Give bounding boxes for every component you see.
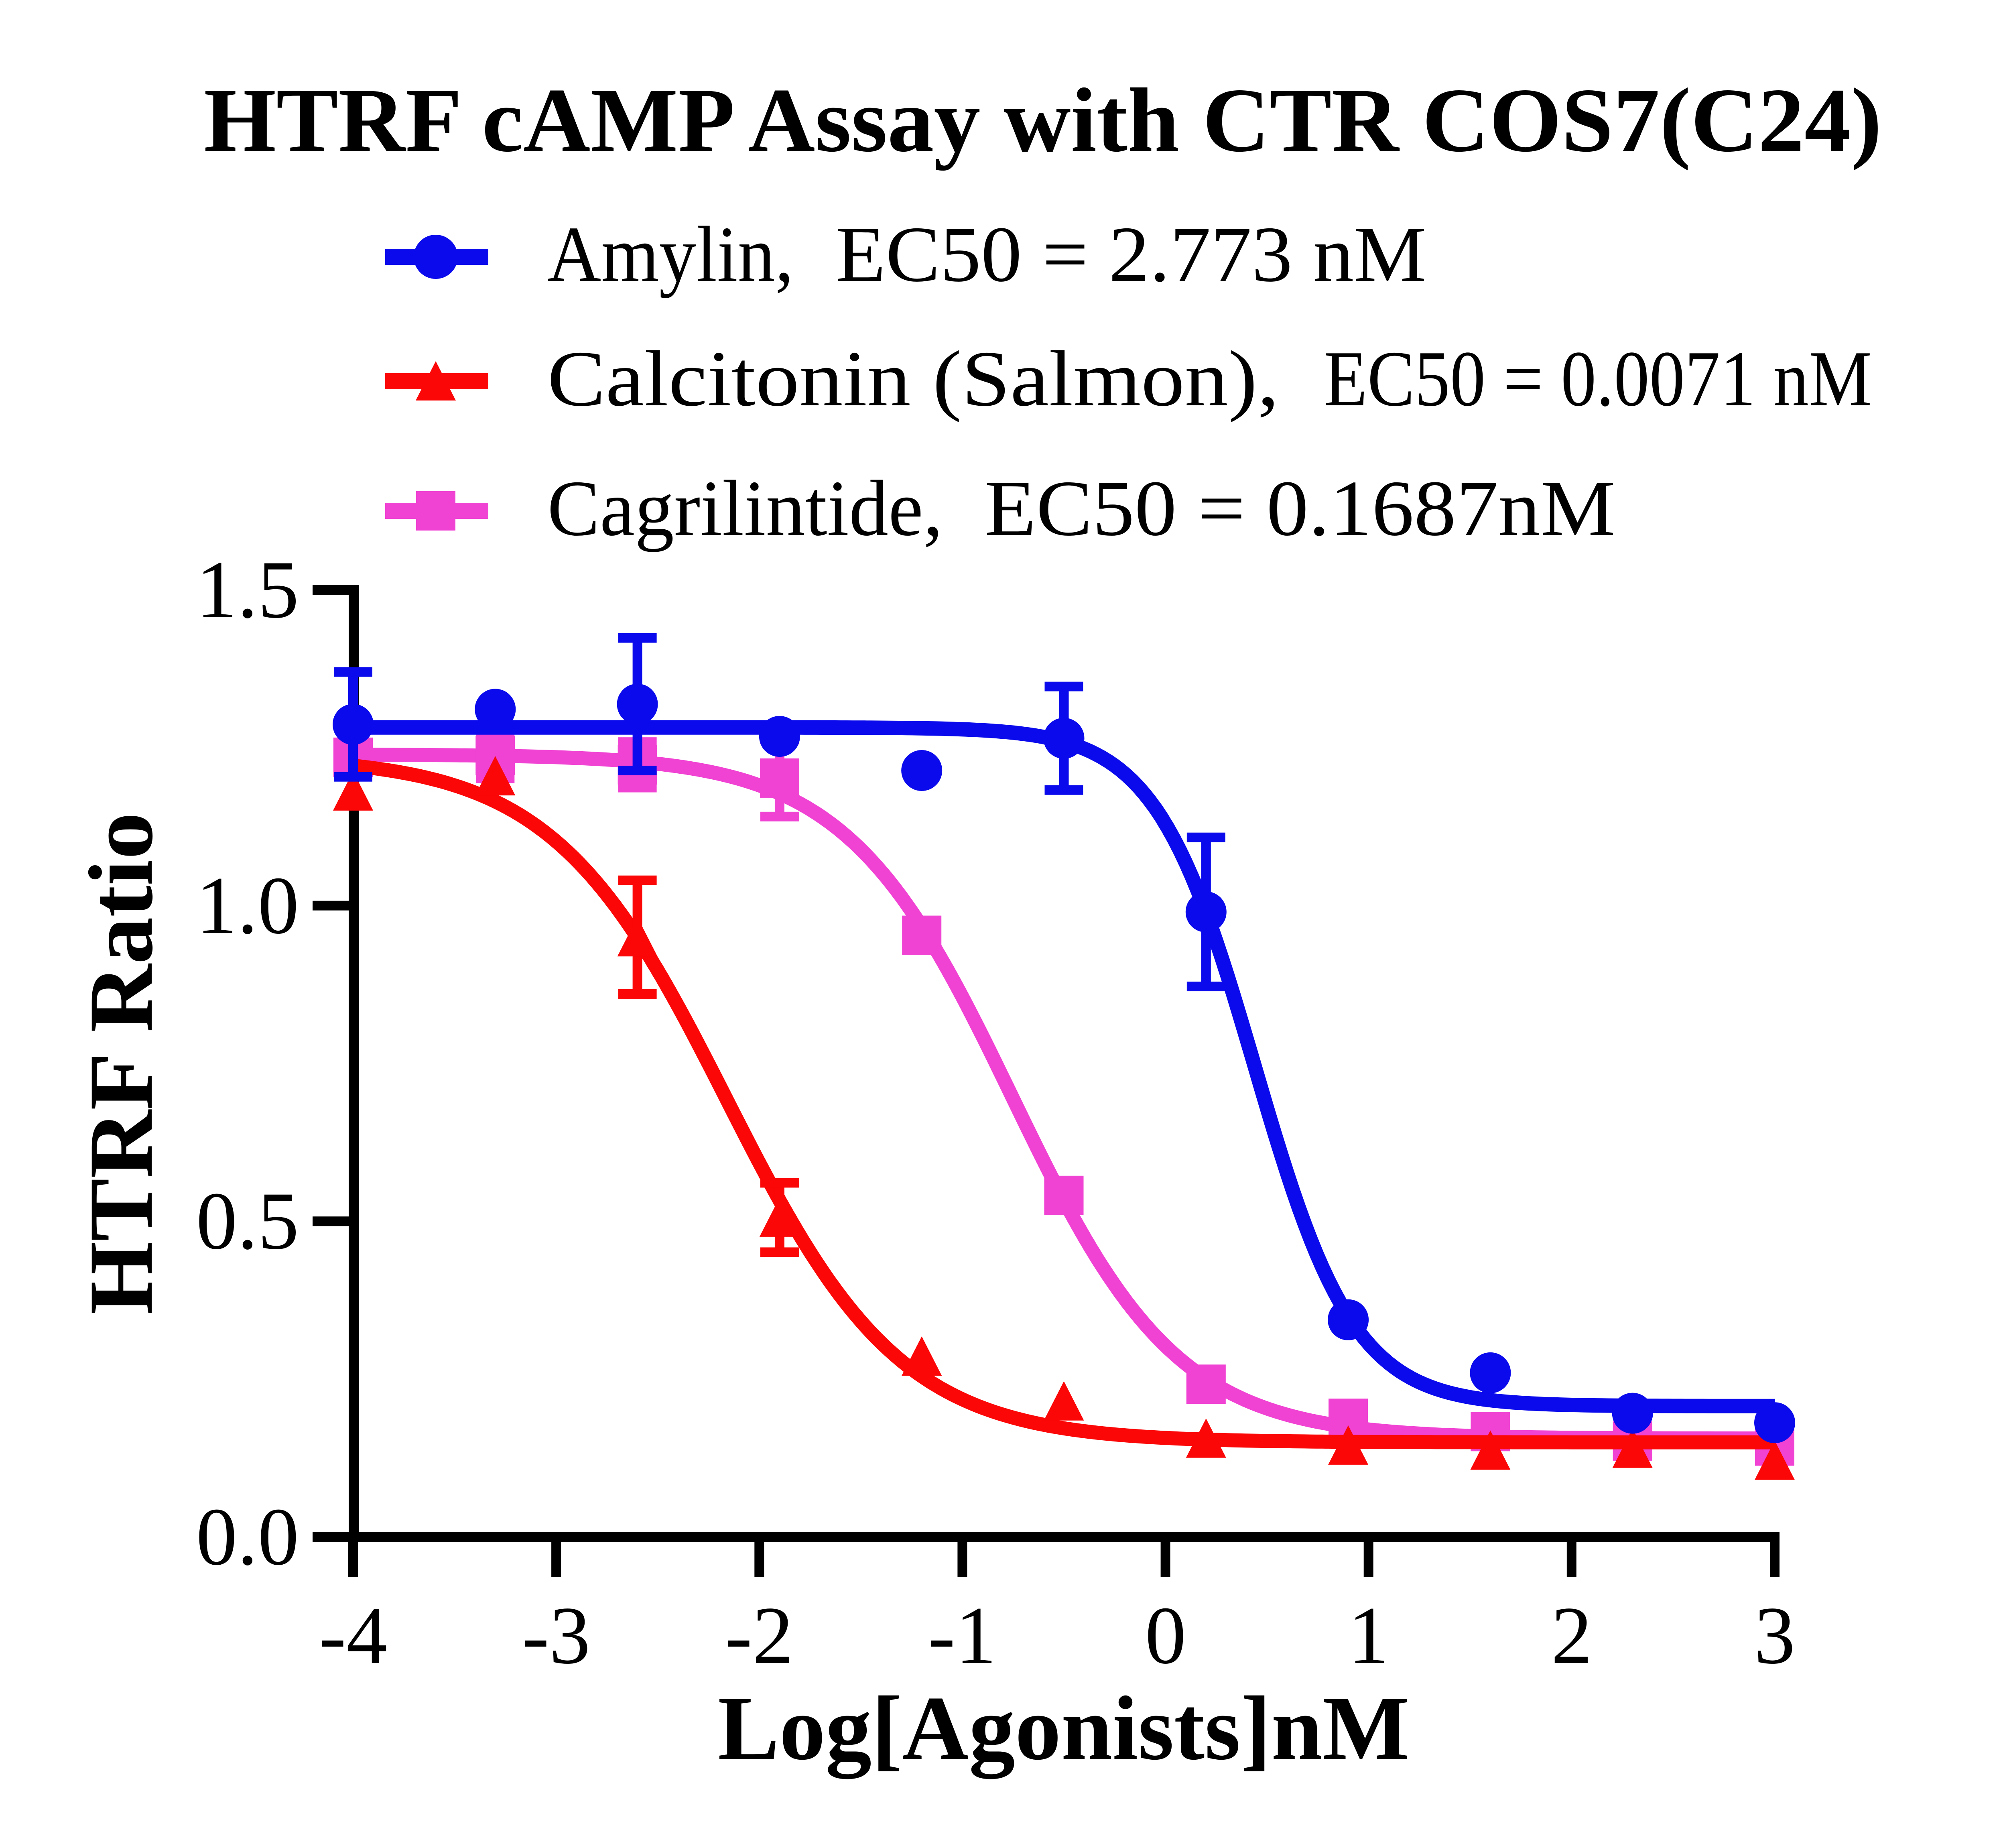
svg-text:EC50 = 2.773 nM: EC50 = 2.773 nM: [836, 210, 1426, 298]
svg-text:Cagrilintide,: Cagrilintide,: [547, 464, 943, 552]
svg-text:EC50 = 0.0071 nM: EC50 = 0.0071 nM: [1324, 335, 1872, 423]
svg-text:HTRF Ratio: HTRF Ratio: [71, 812, 172, 1315]
svg-text:EC50 = 0.1687nM: EC50 = 0.1687nM: [985, 464, 1615, 552]
svg-text:-4: -4: [319, 1590, 388, 1681]
svg-text:1.5: 1.5: [196, 544, 299, 635]
svg-text:HTRF cAMP Assay with CTR COS7(: HTRF cAMP Assay with CTR COS7(C24): [204, 70, 1882, 171]
svg-text:Amylin,: Amylin,: [547, 210, 794, 298]
svg-text:0.0: 0.0: [196, 1491, 299, 1582]
svg-text:-3: -3: [522, 1590, 591, 1681]
svg-text:Log[Agonists]nM: Log[Agonists]nM: [718, 1678, 1410, 1779]
svg-text:Calcitonin (Salmon),: Calcitonin (Salmon),: [547, 335, 1279, 423]
svg-text:-1: -1: [928, 1590, 997, 1681]
svg-text:2: 2: [1551, 1590, 1593, 1681]
svg-text:1.0: 1.0: [196, 860, 299, 951]
svg-text:-2: -2: [725, 1590, 794, 1681]
svg-text:0: 0: [1145, 1590, 1186, 1681]
svg-text:3: 3: [1754, 1590, 1796, 1681]
svg-text:1: 1: [1348, 1590, 1390, 1681]
svg-text:0.5: 0.5: [196, 1175, 299, 1267]
